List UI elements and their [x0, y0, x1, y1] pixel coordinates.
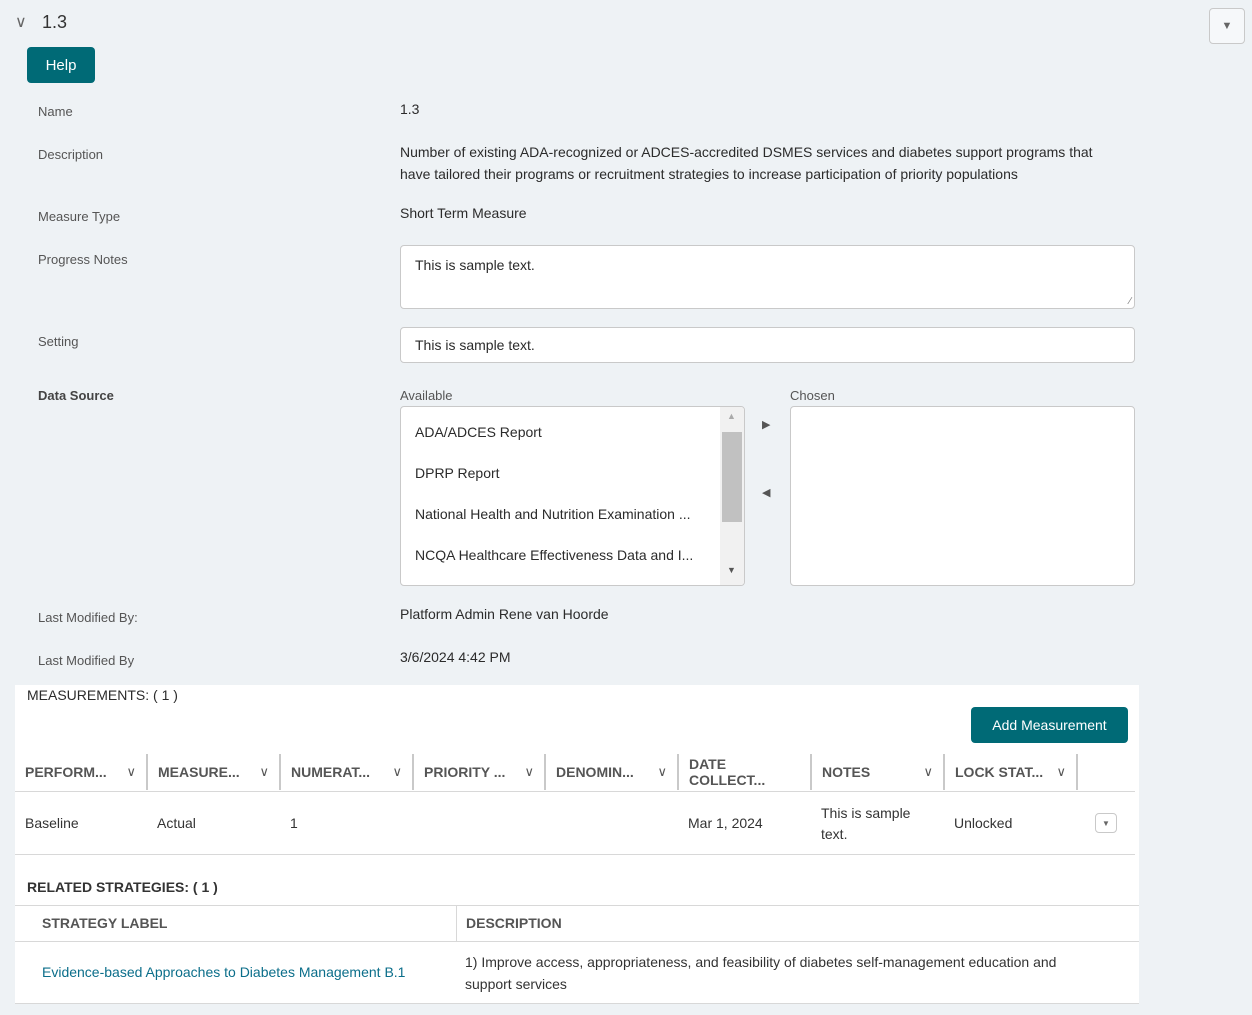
column-header-denominator[interactable]: DENOMIN... ∨: [546, 754, 679, 790]
name-value: 1.3: [400, 101, 420, 117]
available-listbox[interactable]: ADA/ADCES Report DPRP Report National He…: [400, 406, 745, 586]
chevron-down-icon: ∨: [524, 764, 534, 779]
section-title: 1.3: [42, 12, 68, 32]
strategy-link[interactable]: Evidence-based Approaches to Diabetes Ma…: [42, 964, 406, 980]
chevron-down-icon: ∨: [392, 764, 402, 779]
add-measurement-button[interactable]: Add Measurement: [971, 707, 1128, 743]
list-item[interactable]: DPRP Report: [415, 465, 500, 481]
description-label: Description: [38, 147, 104, 162]
column-header-measure[interactable]: MEASURE... ∨: [148, 754, 281, 790]
row-actions-button[interactable]: ▼: [1095, 813, 1117, 833]
column-header-performance[interactable]: PERFORM... ∨: [15, 754, 148, 790]
last-modified-by-label: Last Modified By:: [38, 610, 138, 625]
column-header-lock-status[interactable]: LOCK STAT... ∨: [945, 754, 1078, 790]
last-modified-date-value: 3/6/2024 4:42 PM: [400, 649, 511, 665]
list-item[interactable]: NCQA Healthcare Effectiveness Data and I…: [415, 547, 694, 563]
column-header-numerator[interactable]: NUMERAT... ∨: [281, 754, 414, 790]
setting-label: Setting: [38, 334, 79, 349]
scrollbar-thumb[interactable]: [722, 432, 742, 522]
scroll-down-icon[interactable]: ▼: [727, 565, 736, 575]
chevron-down-icon: ∨: [657, 764, 667, 779]
strategy-description: 1) Improve access, appropriateness, and …: [465, 954, 1057, 992]
collapse-chevron-icon[interactable]: ∨: [15, 14, 27, 31]
measure-type-label: Measure Type: [38, 209, 121, 224]
setting-input[interactable]: This is sample text.: [400, 327, 1135, 363]
column-divider: [456, 905, 457, 942]
chosen-label: Chosen: [790, 388, 835, 403]
chevron-down-icon: ∨: [923, 764, 933, 779]
chevron-down-icon: ∨: [259, 764, 269, 779]
resize-handle-icon[interactable]: ∕: [1129, 296, 1131, 307]
progress-notes-text: This is sample text.: [415, 257, 535, 273]
list-item[interactable]: ADA/ADCES Report: [415, 424, 542, 440]
measurements-title: MEASUREMENTS: ( 1 ): [27, 687, 178, 703]
measure-type-value: Short Term Measure: [400, 205, 527, 221]
name-label: Name: [38, 104, 73, 119]
column-header-description: DESCRIPTION: [466, 915, 562, 931]
scrollbar[interactable]: ▲ ▼: [720, 407, 744, 585]
description-value: Number of existing ADA-recognized or ADC…: [400, 144, 1093, 182]
available-label: Available: [400, 388, 453, 403]
progress-notes-textarea[interactable]: This is sample text. ∕: [400, 245, 1135, 309]
move-left-icon[interactable]: ◀: [762, 487, 771, 499]
list-item[interactable]: National Health and Nutrition Examinatio…: [415, 506, 691, 522]
cell-measure: Actual: [157, 815, 196, 831]
scroll-up-icon[interactable]: ▲: [727, 411, 736, 421]
related-lists-panel: [15, 685, 1139, 1003]
cell-lock-status: Unlocked: [954, 815, 1013, 831]
last-modified-by-value: Platform Admin Rene van Hoorde: [400, 606, 609, 622]
column-header-priority[interactable]: PRIORITY ... ∨: [414, 754, 546, 790]
chevron-down-icon: ∨: [126, 764, 136, 779]
move-right-icon[interactable]: ▶: [762, 419, 771, 431]
cell-performance: Baseline: [25, 815, 79, 831]
chosen-listbox[interactable]: [790, 406, 1135, 586]
cell-numerator: 1: [290, 815, 298, 831]
related-strategies-title: RELATED STRATEGIES: ( 1 ): [27, 879, 218, 895]
progress-notes-label: Progress Notes: [38, 252, 128, 267]
section-menu-button[interactable]: ▼: [1209, 8, 1245, 44]
cell-notes: This is sample text.: [821, 805, 911, 842]
help-button[interactable]: Help: [27, 47, 95, 83]
data-source-label: Data Source: [38, 388, 114, 403]
column-header-strategy-label: STRATEGY LABEL: [42, 915, 168, 931]
chevron-down-icon: ∨: [1056, 764, 1066, 779]
column-header-date-collected[interactable]: DATE COLLECT...: [679, 754, 812, 790]
cell-date-collected: Mar 1, 2024: [688, 815, 763, 831]
column-header-notes[interactable]: NOTES ∨: [812, 754, 945, 790]
last-modified-date-label: Last Modified By: [38, 653, 135, 668]
